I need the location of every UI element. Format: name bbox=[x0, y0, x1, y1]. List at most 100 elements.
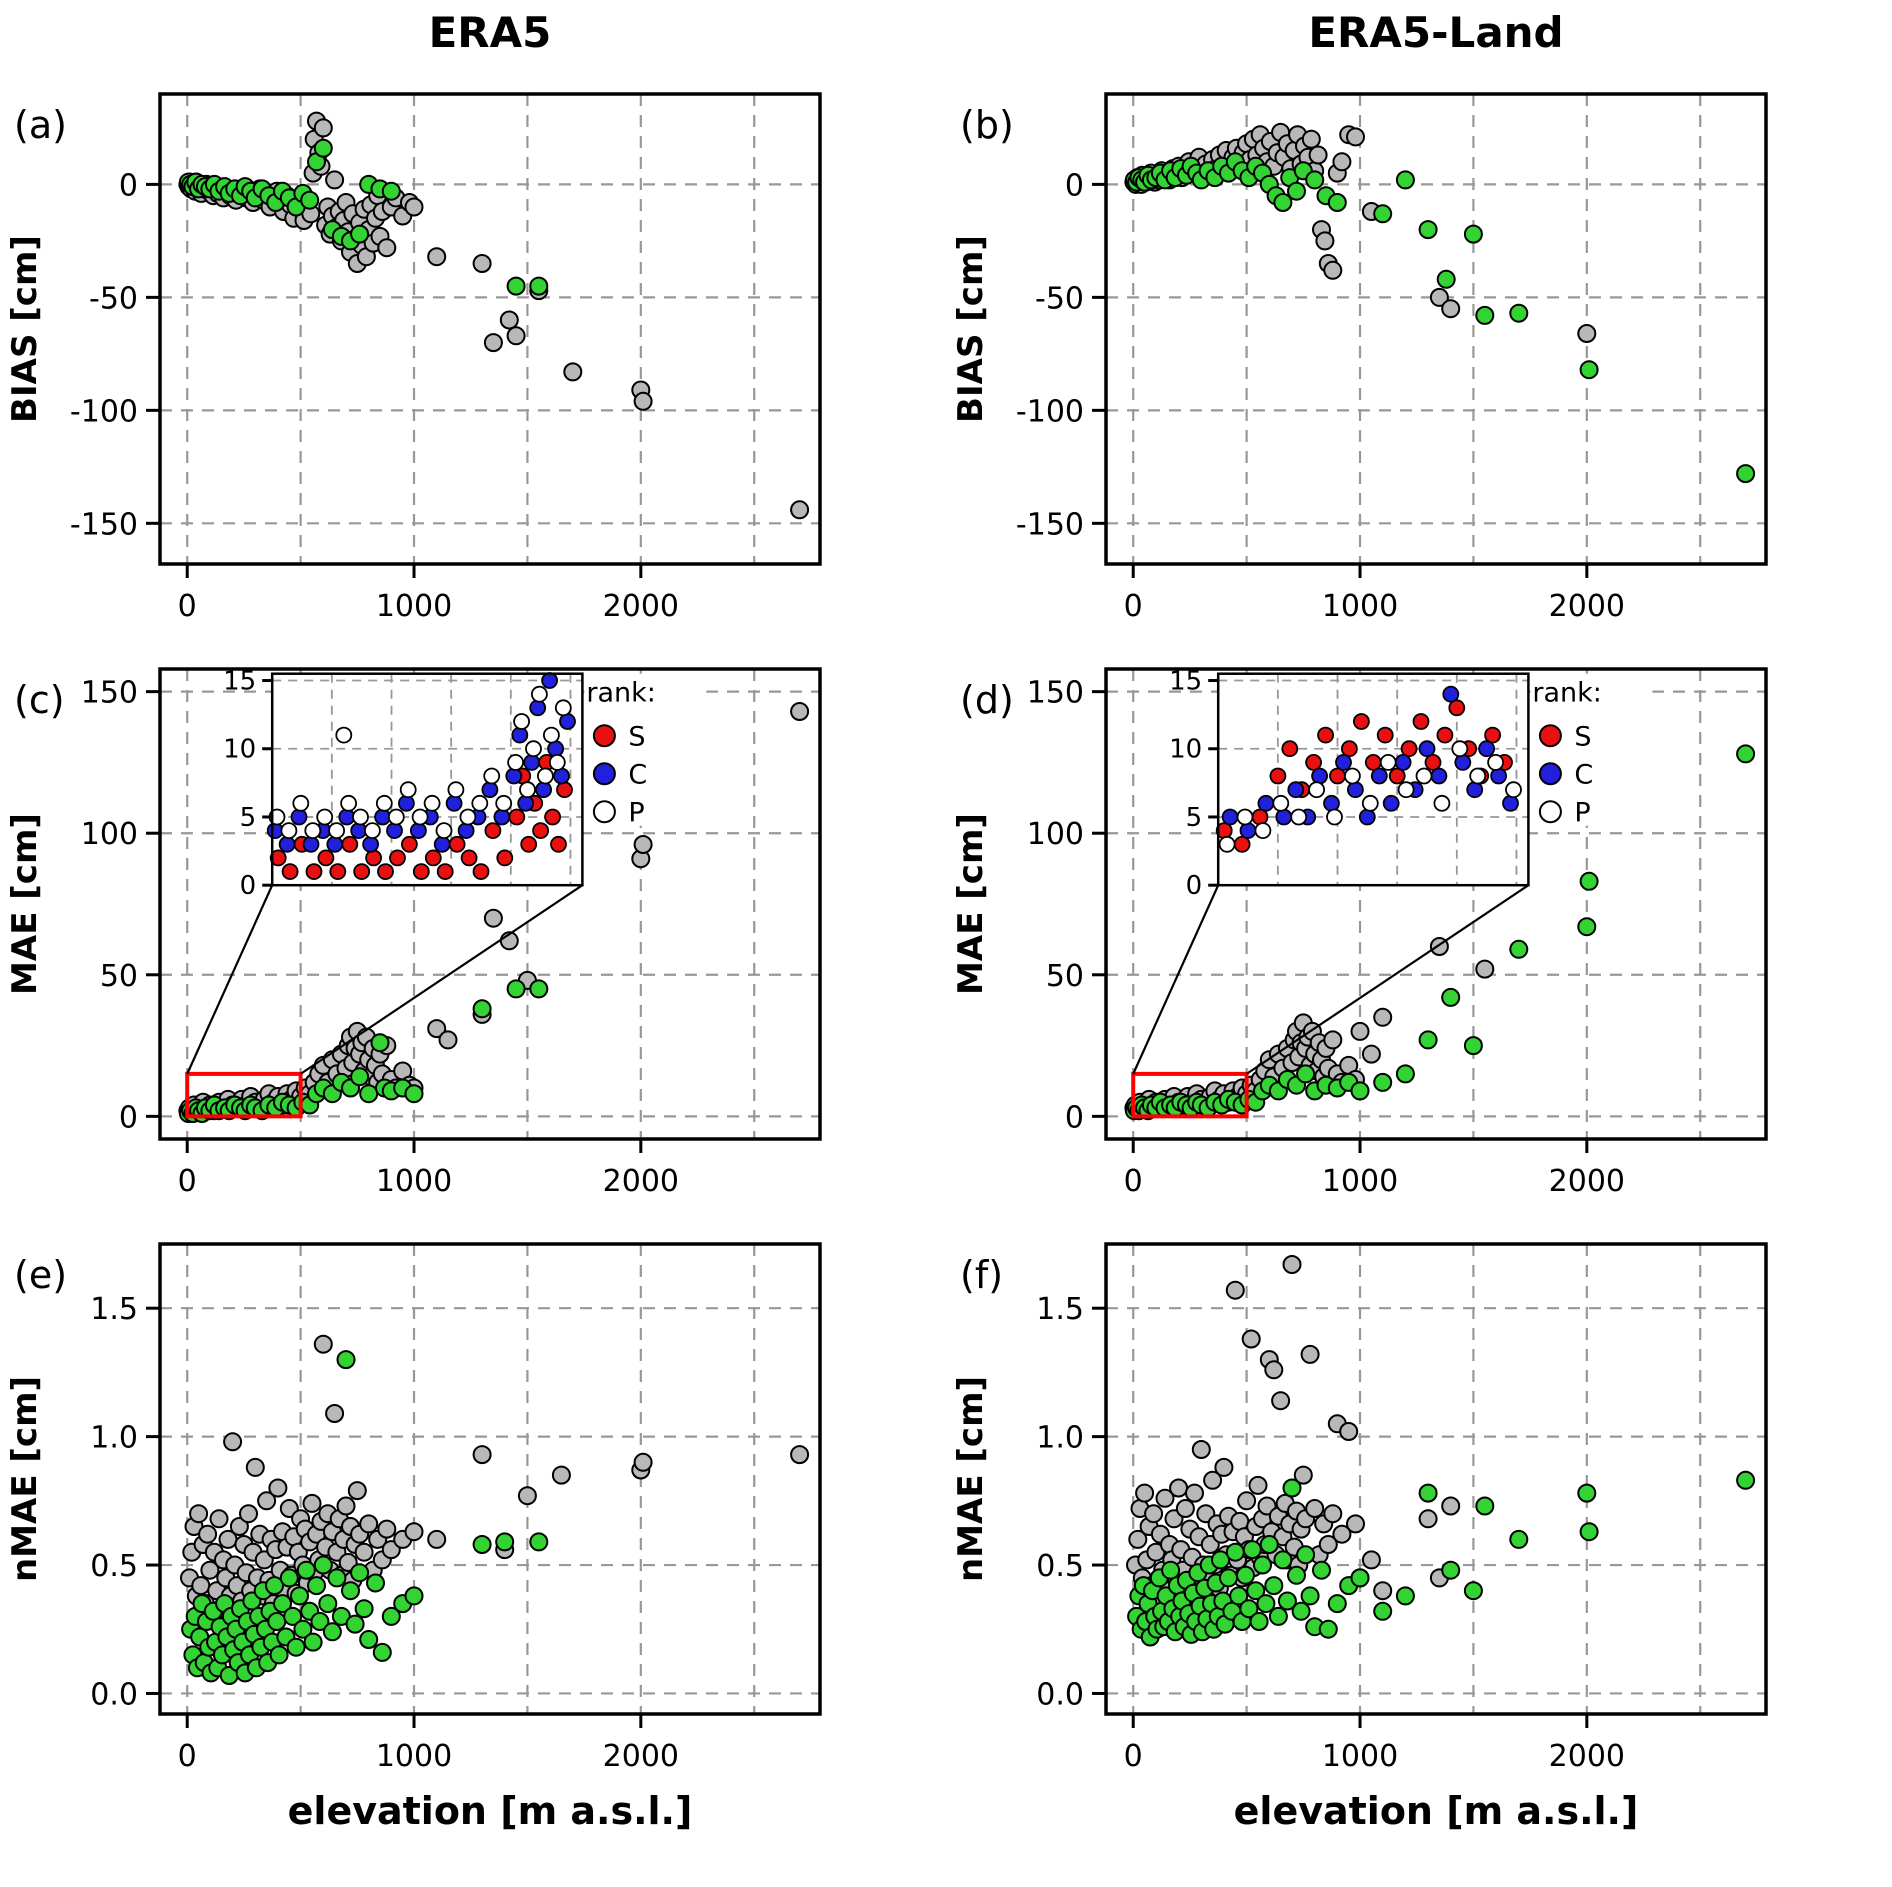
data-point bbox=[283, 1606, 303, 1626]
legend-marker-S bbox=[1538, 724, 1562, 748]
data-point bbox=[354, 1599, 374, 1619]
data-point bbox=[1300, 1344, 1320, 1364]
data-point bbox=[1395, 170, 1415, 190]
data-point bbox=[1418, 1509, 1438, 1529]
data-point bbox=[633, 835, 653, 854]
inset-data-point bbox=[1317, 726, 1335, 744]
data-point bbox=[790, 500, 810, 520]
data-point bbox=[245, 1457, 265, 1477]
inset-data-point bbox=[375, 794, 393, 812]
data-point bbox=[633, 1452, 653, 1472]
y-tick-label: 0 bbox=[1065, 168, 1084, 203]
plot-border bbox=[1104, 667, 1768, 1141]
data-point bbox=[1736, 464, 1756, 484]
inset-data-point bbox=[511, 726, 529, 744]
data-point bbox=[529, 979, 549, 999]
inset-data-point bbox=[1382, 794, 1400, 812]
data-point bbox=[1214, 1457, 1234, 1477]
inset-data-point bbox=[472, 863, 490, 881]
inset-data-point bbox=[1335, 754, 1352, 771]
x-tick-label: 2000 bbox=[1549, 589, 1625, 624]
inset-data-point bbox=[1218, 835, 1236, 853]
data-point bbox=[1264, 1576, 1284, 1596]
data-point bbox=[229, 1517, 249, 1536]
data-points bbox=[1126, 1255, 1756, 1647]
data-point bbox=[1318, 1535, 1338, 1554]
data-point bbox=[1237, 1491, 1257, 1511]
panel-c-y-axis-title: MAE [cm] bbox=[5, 813, 45, 995]
data-point bbox=[404, 197, 424, 217]
inset-data-point bbox=[362, 835, 380, 853]
inset-data-point bbox=[525, 740, 542, 758]
data-point bbox=[483, 333, 503, 353]
data-point bbox=[1273, 193, 1293, 212]
data-point bbox=[1211, 1550, 1230, 1570]
data-point bbox=[296, 1560, 316, 1580]
data-point bbox=[563, 362, 583, 382]
x-tick-label: 1000 bbox=[376, 1739, 452, 1774]
data-point bbox=[1463, 1036, 1483, 1056]
y-tick-label: 0 bbox=[119, 1100, 138, 1135]
data-point bbox=[1373, 1007, 1393, 1027]
inset-data-point bbox=[1251, 808, 1269, 826]
inset-data-point bbox=[1418, 740, 1436, 758]
legend-label-P: P bbox=[628, 798, 644, 829]
inset-data-point bbox=[1358, 808, 1376, 826]
svg-text:10: 10 bbox=[1169, 735, 1202, 765]
inset-data-point bbox=[457, 822, 475, 840]
data-point bbox=[268, 1478, 288, 1498]
data-point bbox=[1323, 260, 1343, 280]
data-point bbox=[318, 1594, 338, 1614]
data-point bbox=[1229, 1586, 1249, 1606]
data-point bbox=[1418, 1030, 1438, 1050]
y-tick-label: 0.0 bbox=[90, 1677, 138, 1712]
inset-data-point bbox=[1400, 740, 1418, 758]
data-point bbox=[377, 1519, 397, 1539]
data-points bbox=[180, 1334, 810, 1685]
svg-text:10: 10 bbox=[223, 735, 256, 765]
data-point bbox=[1579, 871, 1599, 891]
data-point bbox=[347, 1481, 367, 1501]
data-point bbox=[327, 1568, 347, 1588]
inset-data-point bbox=[1290, 808, 1308, 826]
inset-data-point bbox=[529, 699, 547, 717]
inset-data-point bbox=[399, 781, 417, 799]
data-point bbox=[293, 1619, 313, 1639]
data-point bbox=[209, 1509, 229, 1529]
data-point bbox=[1577, 1483, 1597, 1503]
data-point bbox=[1300, 1586, 1320, 1606]
data-point bbox=[1191, 1440, 1211, 1459]
inset-data-point bbox=[493, 808, 511, 826]
data-points bbox=[1124, 744, 1756, 1121]
inset-data-point bbox=[1326, 808, 1343, 826]
data-point bbox=[1509, 1529, 1529, 1549]
y-tick-label: 100 bbox=[1027, 817, 1084, 852]
panel-f: (f) nMAE [cm] 0 1000 2000 0.0 0.5 1.0 1.5 bbox=[946, 1214, 1892, 1789]
data-point bbox=[1135, 1483, 1155, 1503]
data-point bbox=[1144, 1504, 1164, 1524]
inset-data-point bbox=[1433, 794, 1451, 812]
data-points bbox=[178, 111, 810, 520]
y-tick-label: 150 bbox=[81, 676, 138, 711]
inset-data-point bbox=[1379, 754, 1397, 771]
inset-border bbox=[270, 672, 584, 887]
y-tick-label: -50 bbox=[1035, 281, 1084, 316]
inset-data-point bbox=[389, 849, 406, 867]
data-point bbox=[1332, 152, 1352, 172]
inset-data-point bbox=[1269, 767, 1287, 785]
inset-data-point bbox=[435, 822, 453, 840]
panel-e-label: (e) bbox=[14, 1253, 67, 1297]
inset-data-point bbox=[519, 781, 536, 799]
inset-data-point bbox=[1275, 808, 1293, 826]
data-point bbox=[427, 1019, 447, 1039]
x-tick-label: 0 bbox=[178, 1739, 197, 1774]
data-point bbox=[1287, 181, 1306, 201]
data-point bbox=[404, 1522, 424, 1542]
data-point bbox=[483, 908, 503, 928]
inset-data-point bbox=[409, 822, 427, 840]
axis-ticks: 0 1000 2000 0 -50 -100 -150 bbox=[1016, 168, 1625, 624]
series-green bbox=[1127, 1470, 1756, 1647]
inset-data-point bbox=[292, 794, 310, 812]
data-point bbox=[1305, 1499, 1325, 1518]
y-tick-label: -150 bbox=[70, 507, 138, 542]
